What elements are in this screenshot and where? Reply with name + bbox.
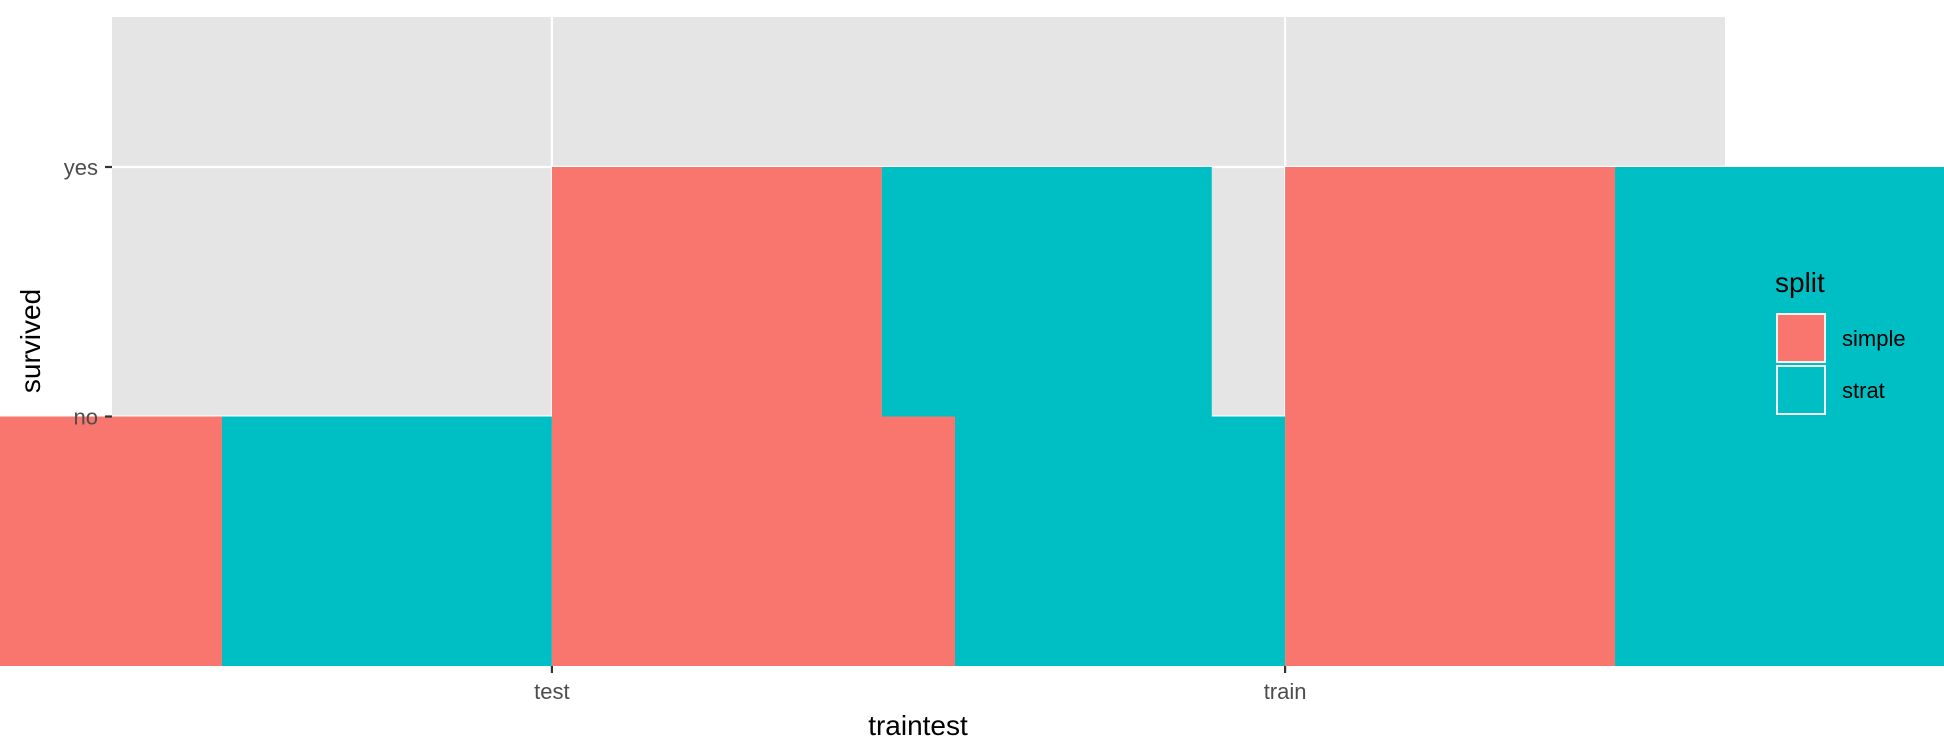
legend-key-simple xyxy=(1778,315,1824,361)
y-axis: no yes xyxy=(64,155,112,430)
legend-title: split xyxy=(1775,267,1825,298)
bar-test-simple-no xyxy=(0,416,222,666)
x-axis-title: traintest xyxy=(868,710,968,741)
legend: split simple strat xyxy=(1775,267,1906,415)
bar-train-simple-no xyxy=(625,416,956,666)
bar-train-simple-yes xyxy=(1285,167,1616,666)
x-tick-label-train: train xyxy=(1264,679,1307,704)
legend-key-strat xyxy=(1778,367,1824,413)
x-tick-label-test: test xyxy=(534,679,569,704)
legend-label-strat: strat xyxy=(1842,378,1885,403)
bar-train-strat-yes xyxy=(1615,167,1944,666)
bar-train-strat-no xyxy=(955,416,1286,666)
legend-label-simple: simple xyxy=(1842,326,1906,351)
bars xyxy=(0,167,1944,666)
x-axis: test train xyxy=(534,666,1306,704)
y-tick-label-no: no xyxy=(74,405,98,430)
bar-test-strat-no xyxy=(221,416,552,666)
y-axis-title: survived xyxy=(15,289,46,393)
y-tick-label-yes: yes xyxy=(64,155,98,180)
